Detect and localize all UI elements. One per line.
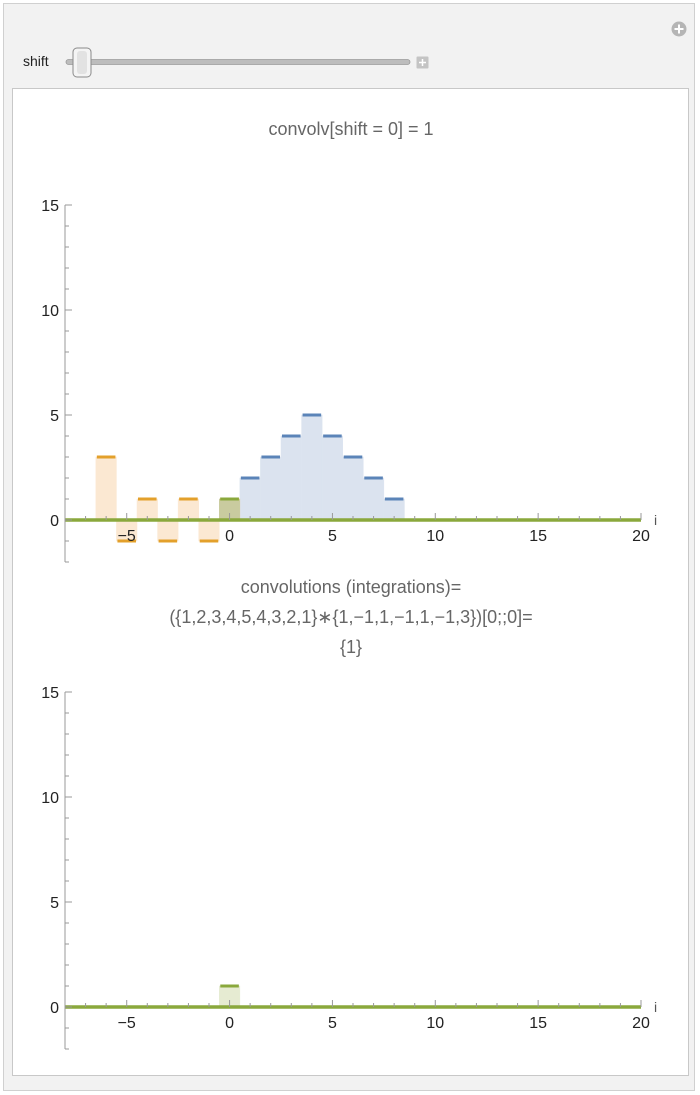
bar-fill [198,519,220,542]
chart-title: convolv[shift = 0] = 1 [268,119,433,139]
x-tick-label: −5 [118,528,136,545]
shift-slider[interactable] [62,45,412,80]
x-tick-label: 20 [632,1015,650,1032]
add-circle-icon[interactable] [670,20,688,38]
y-tick-label: 5 [50,408,59,425]
x-tick-label: 20 [632,528,650,545]
chart-convolv: convolv[shift = 0] = 1 0 5 10 15 −5 0 5 10 15 20i [41,119,657,563]
x-axis-label: i [654,999,657,1015]
chart-title: ({1,2,3,4,5,4,3,2,1}∗{1,−1,1,−1,1,−1,3})… [169,607,532,627]
y-tick-label: 0 [50,513,59,530]
chart-title: convolutions (integrations)= [241,577,462,597]
y-tick-label: 5 [50,895,59,912]
x-tick-label: 0 [225,528,234,545]
y-tick-label: 0 [50,1000,59,1017]
bar-fill [363,477,385,521]
plus-square-icon[interactable] [416,56,429,69]
shift-label: shift [23,53,49,69]
y-tick-label: 10 [41,303,59,320]
x-tick-label: 0 [225,1015,234,1032]
x-tick-label: 5 [328,1015,337,1032]
slider-thumb [72,47,92,78]
slider-track [65,59,411,65]
chart-title: {1} [340,637,362,657]
y-tick-label: 15 [41,198,59,215]
bar-fill [342,456,364,521]
x-tick-label: 5 [328,528,337,545]
x-axis-label: i [654,512,657,528]
y-tick-label: 10 [41,790,59,807]
bar-fill [95,456,117,521]
bar-fill [157,519,179,542]
x-tick-label: 10 [426,1015,444,1032]
bar-fill [239,477,261,521]
y-tick-label: 15 [41,685,59,702]
x-tick-label: 15 [529,1015,547,1032]
bar-fill [260,456,282,521]
x-tick-label: −5 [118,1015,136,1032]
bar-fill [280,435,302,521]
output-panel [12,88,689,1076]
x-tick-label: 15 [529,528,547,545]
bar-fill [321,435,343,521]
bar-fill [301,414,323,521]
chart-convolutions: convolutions (integrations)= ({1,2,3,4,5,… [41,577,657,1050]
x-tick-label: 10 [426,528,444,545]
